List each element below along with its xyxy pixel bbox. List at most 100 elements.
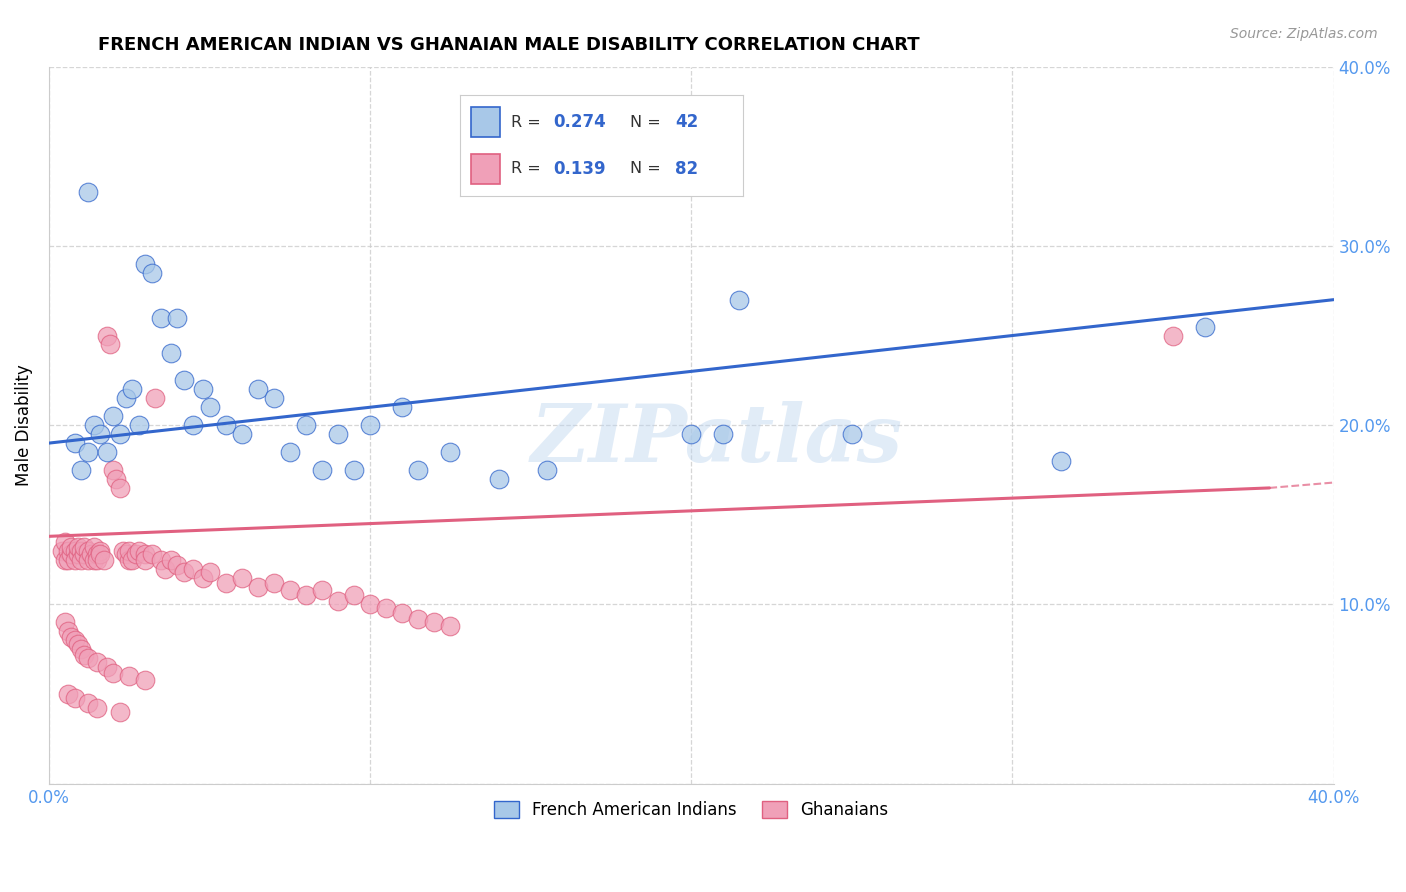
Text: ZIPatlas: ZIPatlas <box>531 401 903 478</box>
Point <box>423 615 446 630</box>
Point <box>326 594 349 608</box>
Point <box>198 565 221 579</box>
Point <box>246 580 269 594</box>
Point <box>118 543 141 558</box>
Point <box>488 472 510 486</box>
Point <box>118 552 141 566</box>
Point <box>125 547 148 561</box>
Point <box>391 401 413 415</box>
Point <box>111 543 134 558</box>
Point <box>86 701 108 715</box>
Point <box>375 601 398 615</box>
Point <box>343 589 366 603</box>
Point <box>150 310 173 325</box>
Point <box>150 552 173 566</box>
Point <box>263 576 285 591</box>
Point <box>160 552 183 566</box>
Point <box>83 418 105 433</box>
Point <box>359 598 381 612</box>
Text: Source: ZipAtlas.com: Source: ZipAtlas.com <box>1230 27 1378 41</box>
Point <box>60 630 83 644</box>
Point <box>183 418 205 433</box>
Point <box>70 543 93 558</box>
Point <box>63 543 86 558</box>
Point <box>96 660 118 674</box>
Point <box>134 673 156 687</box>
Point <box>86 547 108 561</box>
Point <box>1161 328 1184 343</box>
Point <box>391 607 413 621</box>
Point <box>408 463 430 477</box>
Point <box>108 705 131 719</box>
Point <box>1049 454 1071 468</box>
Point <box>183 561 205 575</box>
Point <box>166 558 188 572</box>
Point <box>83 552 105 566</box>
Point <box>134 547 156 561</box>
Point <box>246 382 269 396</box>
Point <box>681 427 703 442</box>
Point <box>108 481 131 495</box>
Point <box>76 552 98 566</box>
Point <box>536 463 558 477</box>
Point <box>103 409 125 424</box>
Point <box>58 552 80 566</box>
Point <box>86 655 108 669</box>
Point <box>70 463 93 477</box>
Point <box>83 540 105 554</box>
Point <box>173 565 195 579</box>
Point <box>76 445 98 459</box>
Point <box>103 463 125 477</box>
Point <box>96 328 118 343</box>
Point <box>439 445 461 459</box>
Point <box>191 382 214 396</box>
Point <box>191 570 214 584</box>
Legend: French American Indians, Ghanaians: French American Indians, Ghanaians <box>488 794 896 826</box>
Point <box>63 633 86 648</box>
Point <box>214 576 236 591</box>
Point <box>295 589 318 603</box>
Point <box>63 436 86 450</box>
Point <box>105 472 128 486</box>
Point <box>439 619 461 633</box>
Point <box>118 669 141 683</box>
Point <box>128 418 150 433</box>
Point <box>141 266 163 280</box>
Point <box>89 543 111 558</box>
Point <box>89 427 111 442</box>
Point <box>76 185 98 199</box>
Point <box>66 637 89 651</box>
Point <box>76 543 98 558</box>
Point <box>359 418 381 433</box>
Point <box>96 445 118 459</box>
Point <box>311 463 333 477</box>
Point <box>115 547 138 561</box>
Point <box>166 310 188 325</box>
Point <box>73 540 96 554</box>
Point <box>231 570 253 584</box>
Text: FRENCH AMERICAN INDIAN VS GHANAIAN MALE DISABILITY CORRELATION CHART: FRENCH AMERICAN INDIAN VS GHANAIAN MALE … <box>98 36 920 54</box>
Point <box>98 337 121 351</box>
Point <box>63 552 86 566</box>
Point <box>408 612 430 626</box>
Point <box>58 687 80 701</box>
Point <box>198 401 221 415</box>
Point <box>121 382 143 396</box>
Point <box>70 642 93 657</box>
Point <box>60 547 83 561</box>
Point <box>128 543 150 558</box>
Point <box>115 391 138 405</box>
Point <box>58 543 80 558</box>
Point <box>141 547 163 561</box>
Point <box>728 293 751 307</box>
Point <box>326 427 349 442</box>
Point <box>58 624 80 639</box>
Point <box>89 547 111 561</box>
Point <box>263 391 285 405</box>
Point <box>80 547 103 561</box>
Point <box>86 552 108 566</box>
Point <box>73 547 96 561</box>
Point <box>66 547 89 561</box>
Point <box>278 583 301 598</box>
Point <box>143 391 166 405</box>
